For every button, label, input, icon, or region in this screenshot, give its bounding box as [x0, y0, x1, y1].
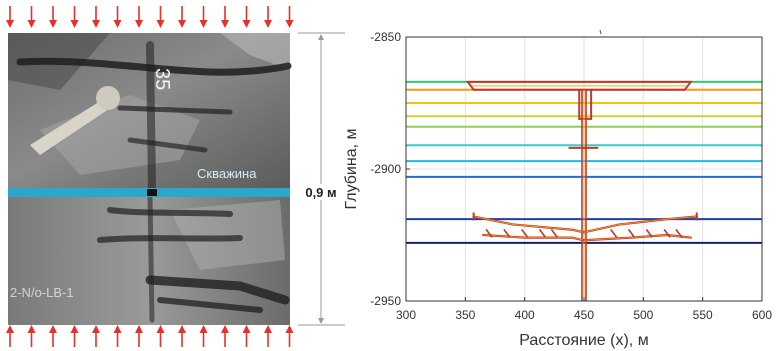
y-tick-label: -2850 [370, 30, 401, 44]
load-arrow-up [6, 325, 14, 347]
fracture-chart: 300 350 400 450 500 550 600 -2850 -2900 -2950 Ра… [343, 29, 772, 349]
load-arrow-down [221, 6, 229, 28]
specimen-tape [30, 95, 118, 155]
load-arrow-up [264, 325, 272, 347]
load-arrow-down [6, 6, 14, 28]
load-arrows-top [6, 6, 294, 28]
x-axis-ticks: 300 350 400 450 500 550 600 [396, 297, 772, 322]
fracture-wing-tick [663, 228, 671, 238]
fracture-branch-inner-right-main [583, 216, 698, 233]
load-arrow-down [135, 6, 143, 28]
load-arrow-up [49, 325, 57, 347]
load-arrow-down [242, 6, 251, 28]
rock-dark-patch [220, 33, 290, 70]
fracture-wing-tick [645, 228, 653, 238]
fracture-traces [465, 80, 698, 301]
load-arrow-down [156, 6, 165, 28]
load-arrows-bottom [6, 325, 294, 347]
load-arrow-up [178, 325, 186, 347]
load-arrow-up [285, 325, 294, 347]
x-tick-label: 350 [455, 308, 475, 322]
dimension-label: 0,9 м [305, 185, 336, 200]
fracture-branch-inner-right-lower [583, 234, 692, 241]
load-arrow-down [264, 6, 272, 28]
sample-mark: 35 [151, 68, 173, 90]
fracture-branch-inner-left-lower [482, 234, 585, 241]
load-arrow-down [285, 6, 294, 28]
specimen-tape-end [96, 86, 120, 110]
x-tick-label: 600 [752, 308, 772, 322]
x-tick-label: 500 [633, 308, 653, 322]
y-axis-ticks: -2850 -2900 -2950 [370, 30, 410, 308]
y-tick-label: -2900 [370, 162, 401, 176]
fracture-wing-tick [675, 228, 683, 238]
dimension-label-bg [300, 184, 342, 200]
load-arrow-down [49, 6, 57, 28]
y-axis-label: Глубина, м [343, 128, 360, 209]
specimen-text: 2-N/o-LB-1 [10, 285, 74, 300]
fracture-stem-box [578, 89, 593, 120]
x-tick-label: 550 [693, 308, 713, 322]
fracture-wing-tick [521, 228, 529, 238]
specimen-photo-panel: 35 Скважина 2-N/o-LB-1 0,9 м [6, 6, 345, 347]
load-arrow-down [92, 6, 100, 28]
well-sensor [147, 189, 157, 196]
load-arrow-down [70, 6, 79, 28]
load-arrow-up [156, 325, 165, 347]
load-arrow-up [221, 325, 229, 347]
load-arrow-up [135, 325, 143, 347]
fracture-wing-tick [550, 228, 558, 238]
rock-light-patch [170, 200, 285, 270]
x-axis-label: Расстояние (x), м [519, 332, 648, 349]
load-arrow-down [27, 6, 36, 28]
y-tick-label: -2950 [370, 294, 401, 308]
fracture-wing-tick [610, 228, 618, 238]
fracture-branch-inner-left-main [473, 216, 585, 233]
photo-fractures [16, 41, 292, 323]
fracture-wing-tick [538, 228, 547, 238]
x-tick-label: 300 [396, 308, 416, 322]
load-arrow-up [27, 325, 36, 347]
fracture-wing-tick [503, 228, 511, 238]
load-arrow-down [113, 6, 122, 28]
x-tick-label: 400 [515, 308, 535, 322]
well-label: Скважина [197, 166, 257, 181]
x-tick-label: 450 [574, 308, 594, 322]
load-arrow-up [242, 325, 251, 347]
load-arrow-up [113, 325, 122, 347]
load-arrow-up [70, 325, 79, 347]
load-arrow-up [92, 325, 100, 347]
fracture-top-cap [465, 80, 693, 91]
tiny-mark [599, 29, 602, 35]
load-arrow-down [178, 6, 186, 28]
fracture-wing-tick [485, 228, 493, 238]
fracture-wing-tick [627, 228, 636, 238]
load-arrow-down [199, 6, 208, 28]
load-arrow-up [199, 325, 208, 347]
